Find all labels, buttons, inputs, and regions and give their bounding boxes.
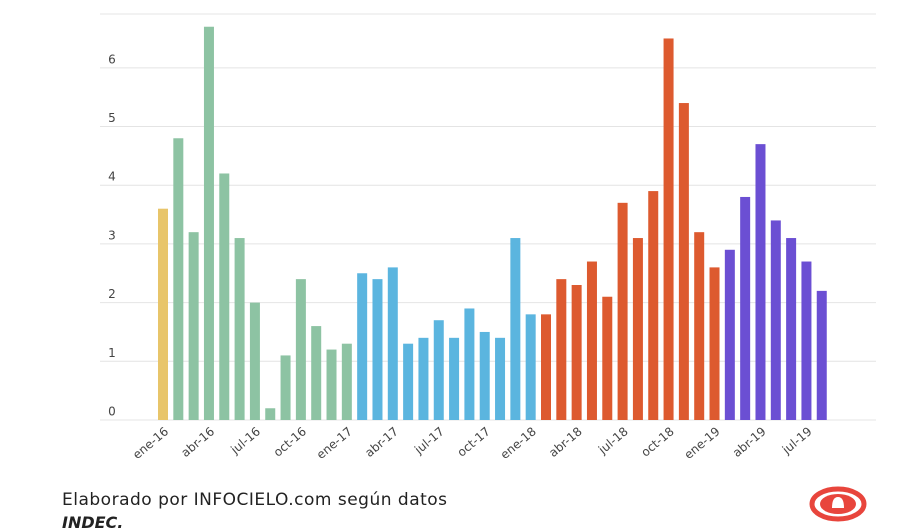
bar [479,331,490,420]
x-tick-label: ene-16 [130,424,171,462]
bar [525,314,536,420]
bar [265,408,276,420]
bar [663,38,674,420]
bar [755,144,766,420]
bar [464,308,475,420]
bar [249,302,260,420]
x-tick-label: ene-18 [498,424,539,462]
footer-source: INDEC. [62,513,124,532]
y-tick-label: 4 [108,170,116,184]
bar [740,196,751,420]
y-tick-label: 0 [108,405,116,419]
y-tick-label: 2 [108,287,116,301]
x-tick-label: oct-16 [271,424,309,459]
bar [602,296,613,420]
bar [786,238,797,420]
bar [816,290,827,420]
x-tick-label: oct-18 [638,424,676,459]
bar [188,232,199,420]
x-tick-label: abr-18 [546,424,585,460]
x-tick-label: abr-17 [362,424,401,460]
bar [433,320,444,420]
bar [295,279,306,420]
bar [203,26,214,420]
bar [678,103,689,420]
bar [556,279,567,420]
bar [617,202,628,420]
x-tick-label: abr-19 [730,424,769,460]
bar [326,349,337,420]
bar [372,279,383,420]
x-tick-label: abr-16 [178,424,217,460]
bar [219,173,230,420]
bar [357,273,368,420]
bar [770,220,781,420]
bar [510,238,521,420]
bar [311,326,322,420]
bar [418,337,429,420]
bar [648,191,659,420]
bar [571,285,582,420]
y-tick-label: 3 [108,228,116,242]
bar [234,238,245,420]
y-tick-label: 5 [108,111,116,125]
bar [387,267,398,420]
x-tick-label: ene-17 [314,424,355,462]
x-tick-label: jul-17 [411,424,447,457]
bar [709,267,720,420]
x-tick-label: oct-17 [455,424,493,459]
footer-text: Elaborado por INFOCIELO.com según datos [62,490,448,510]
bar [801,261,812,420]
x-tick-label: ene-19 [682,424,723,462]
bar [495,337,506,420]
x-tick-label: jul-16 [227,424,263,457]
x-tick-label: jul-18 [595,424,631,457]
bar [724,249,735,420]
bar [541,314,551,420]
bar [586,261,597,420]
bar [173,138,184,420]
bar [694,232,705,420]
bar [280,355,291,420]
y-tick-label: 1 [108,346,116,360]
bell-button[interactable] [808,484,868,524]
bar [449,337,460,420]
bar [341,343,352,420]
bar [158,208,168,420]
bar [403,343,414,420]
bar [632,238,643,420]
y-tick-label: 6 [108,52,116,66]
x-tick-label: jul-19 [779,424,815,457]
